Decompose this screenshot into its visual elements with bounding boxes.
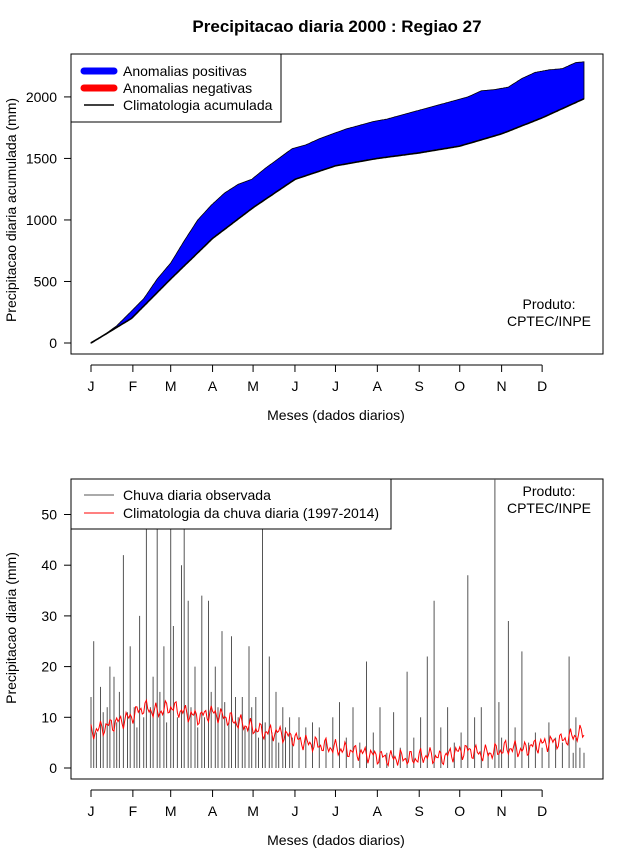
- x-tick-label-1: F: [129, 803, 138, 819]
- y-tick-label-2: 1000: [26, 212, 57, 228]
- x-tick-label-7: A: [373, 803, 383, 819]
- legend-label-negative: Anomalias negativas: [123, 80, 252, 96]
- x-tick-label-9: O: [454, 378, 465, 394]
- y-tick-label-1: 10: [41, 709, 57, 725]
- x-tick-label-5: J: [291, 378, 298, 394]
- x-tick-label-11: D: [537, 378, 547, 394]
- x-tick-label-10: N: [497, 803, 507, 819]
- legend-label-positive: Anomalias positivas: [123, 63, 247, 79]
- legend-box-bottom: [70, 478, 392, 530]
- y-axis-bottom: 0 10 20 30 40 50: [41, 506, 72, 776]
- y-tick-label-0: 0: [49, 335, 57, 351]
- legend-label-climatology-daily: Climatologia da chuva diaria (1997-2014): [123, 505, 379, 521]
- x-tick-label-2: M: [165, 803, 177, 819]
- legend-top: Anomalias positivas Anomalias negativas …: [70, 53, 282, 123]
- x-tick-label-8: S: [415, 803, 424, 819]
- cumulative-precip-panel: 0 500 1000 1500 2000 J F M A M J J A S O N D Meses (dad…: [3, 53, 604, 423]
- climatology-cumulative-line: [90, 98, 585, 344]
- x-tick-label-10: N: [497, 378, 507, 394]
- y-axis-top: 0 500 1000 1500 2000: [26, 89, 72, 351]
- x-tick-label-6: J: [332, 803, 339, 819]
- x-tick-label-5: J: [291, 803, 298, 819]
- product-label-bottom: Produto:: [523, 483, 576, 499]
- x-tick-label-11: D: [537, 803, 547, 819]
- y-tick-label-3: 1500: [26, 150, 57, 166]
- y-tick-label-5: 50: [41, 506, 57, 522]
- product-label-top: Produto:: [523, 296, 576, 312]
- product-source-bottom: CPTEC/INPE: [507, 500, 591, 516]
- climatology-daily-line: [90, 698, 585, 768]
- x-tick-label-2: M: [165, 378, 177, 394]
- y-tick-label-4: 2000: [26, 89, 57, 105]
- x-axis-label-top: Meses (dados diarios): [267, 407, 405, 423]
- x-tick-label-3: A: [208, 803, 218, 819]
- y-tick-label-0: 0: [49, 760, 57, 776]
- y-tick-label-2: 20: [41, 659, 57, 675]
- legend-label-observed: Chuva diaria observada: [123, 487, 271, 503]
- y-tick-label-4: 40: [41, 557, 57, 573]
- y-tick-label-3: 30: [41, 608, 57, 624]
- x-tick-label-4: M: [247, 803, 259, 819]
- chart-title: Precipitacao diaria 2000 : Regiao 27: [192, 17, 481, 36]
- x-tick-label-3: A: [208, 378, 218, 394]
- x-axis-label-bottom: Meses (dados diarios): [267, 832, 405, 848]
- y-axis-label-bottom: Precipitacao diaria (mm): [3, 552, 19, 704]
- x-tick-label-9: O: [454, 803, 465, 819]
- x-tick-label-7: A: [373, 378, 383, 394]
- x-tick-label-4: M: [247, 378, 259, 394]
- x-tick-label-6: J: [332, 378, 339, 394]
- daily-precip-panel: 0 10 20 30 40 50 J F M A M J J A S O N D Meses (dados di…: [3, 478, 604, 848]
- x-tick-label-0: J: [88, 803, 95, 819]
- x-tick-label-1: F: [129, 378, 138, 394]
- x-tick-label-0: J: [88, 378, 95, 394]
- legend-label-climatology: Climatologia acumulada: [123, 97, 273, 113]
- y-axis-label-top: Precipitacao diaria acumulada (mm): [3, 98, 19, 322]
- x-tick-label-8: S: [415, 378, 424, 394]
- y-tick-label-1: 500: [34, 273, 58, 289]
- legend-bottom: Chuva diaria observada Climatologia da c…: [70, 478, 392, 530]
- product-source-top: CPTEC/INPE: [507, 313, 591, 329]
